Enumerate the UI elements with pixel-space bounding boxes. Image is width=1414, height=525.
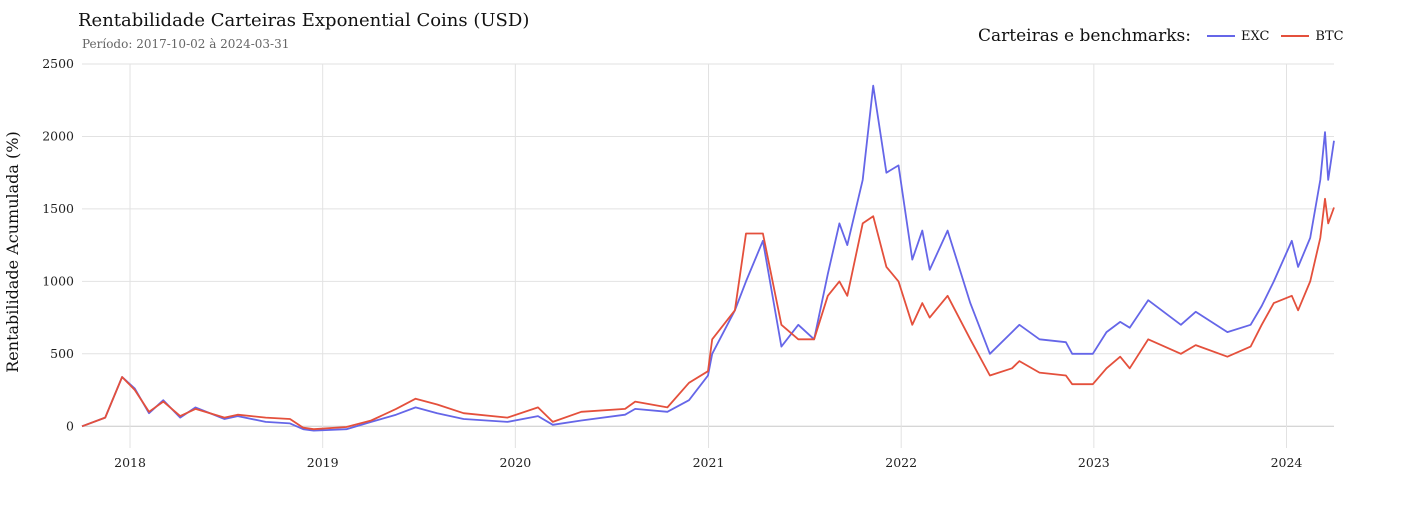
legend-item-exc: EXC: [1206, 28, 1270, 44]
y-tick-label: 2000: [42, 128, 74, 143]
y-tick-label: 2500: [42, 56, 74, 71]
x-tick-label: 2021: [693, 455, 725, 470]
legend-item-btc: BTC: [1281, 28, 1344, 44]
legend-label-exc: EXC: [1240, 28, 1270, 44]
y-axis-label: Rentabilidade Acumulada (%): [3, 131, 22, 372]
legend-swatch-btc: [1281, 35, 1310, 37]
x-tick-label: 2020: [499, 455, 531, 470]
legend-title: Carteiras e benchmarks:: [978, 26, 1191, 46]
x-tick-label: 2023: [1078, 455, 1110, 470]
series-line-btc: [81, 197, 1335, 431]
series-lines: [81, 84, 1335, 432]
y-tick-label: 1000: [42, 273, 74, 288]
legend-swatch-exc: [1206, 35, 1235, 37]
x-tick-label: 2022: [885, 455, 917, 470]
y-tick-label: 1500: [42, 201, 74, 216]
chart-title: Rentabilidade Carteiras Exponential Coin…: [78, 10, 530, 31]
x-tick-label: 2019: [307, 455, 339, 470]
x-axis-ticks: 2018 2019 2020 2021 2022 2023 2024: [114, 455, 1302, 470]
y-tick-label: 500: [50, 346, 74, 361]
chart-subtitle: Período: 2017-10-02 à 2024-03-31: [82, 37, 290, 51]
legend: Carteiras e benchmarks: EXC BTC: [978, 26, 1356, 46]
y-tick-label: 0: [66, 418, 74, 433]
legend-label-btc: BTC: [1315, 28, 1344, 44]
x-tick-label: 2018: [114, 455, 146, 470]
grid: [82, 63, 1334, 448]
series-line-exc: [81, 84, 1335, 432]
x-tick-label: 2024: [1271, 455, 1303, 470]
y-axis-ticks: 0 500 1000 1500 2000 2500: [42, 56, 74, 433]
